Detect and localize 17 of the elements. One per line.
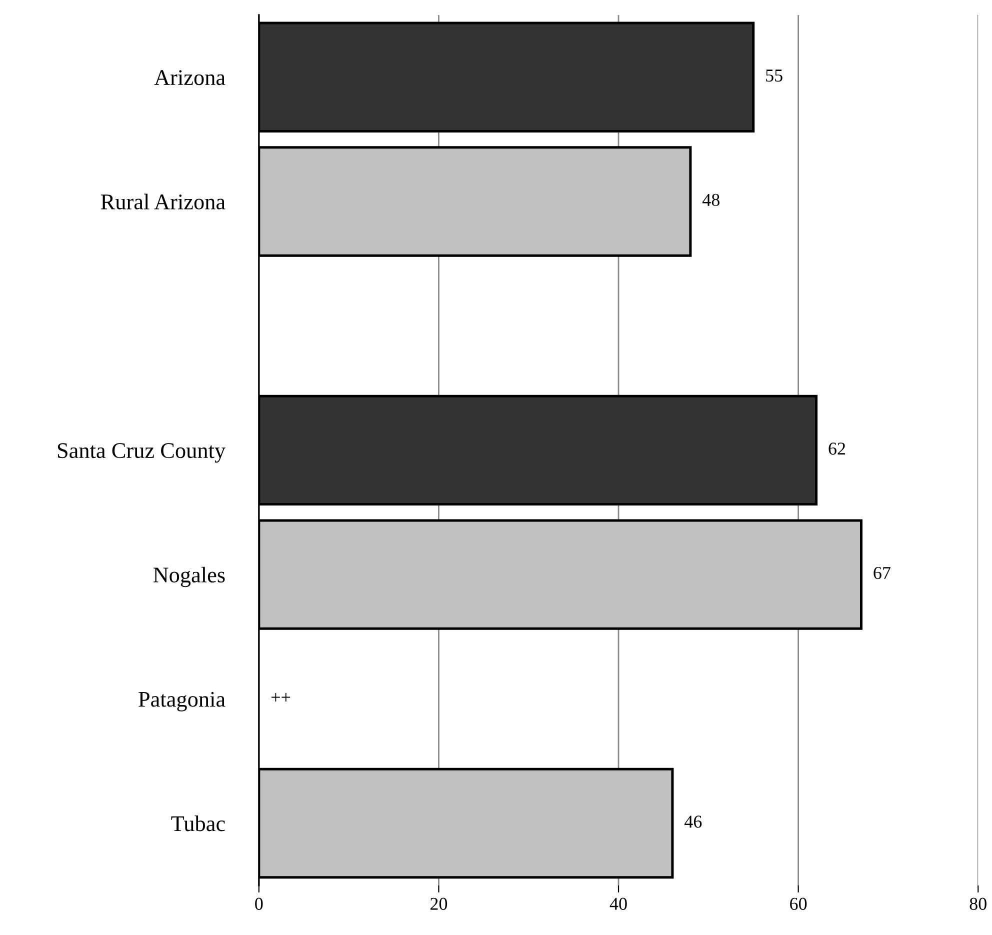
x-tick-label: 80 bbox=[970, 898, 986, 910]
data-label: 55 bbox=[766, 70, 782, 82]
data-label: 67 bbox=[874, 566, 890, 580]
x-tick-label: 20 bbox=[430, 898, 448, 910]
y-tick-label: Patagonia bbox=[138, 692, 226, 712]
y-tick-label: Tubac bbox=[171, 816, 225, 832]
y-tick-label: Rural Arizona bbox=[100, 194, 226, 210]
x-tick-label: 0 bbox=[255, 898, 263, 910]
y-tick-label: Arizona bbox=[154, 70, 226, 86]
data-label: 48 bbox=[702, 194, 720, 206]
text: ++ bbox=[272, 693, 290, 702]
x-tick-label: 60 bbox=[790, 898, 807, 910]
data-label: 46 bbox=[684, 816, 702, 828]
y-tick-label: Santa Cruz County bbox=[58, 443, 226, 463]
y-tick-label: Nogales bbox=[153, 566, 225, 588]
data-label: 62 bbox=[828, 442, 846, 455]
x-tick-label: 40 bbox=[610, 898, 627, 910]
